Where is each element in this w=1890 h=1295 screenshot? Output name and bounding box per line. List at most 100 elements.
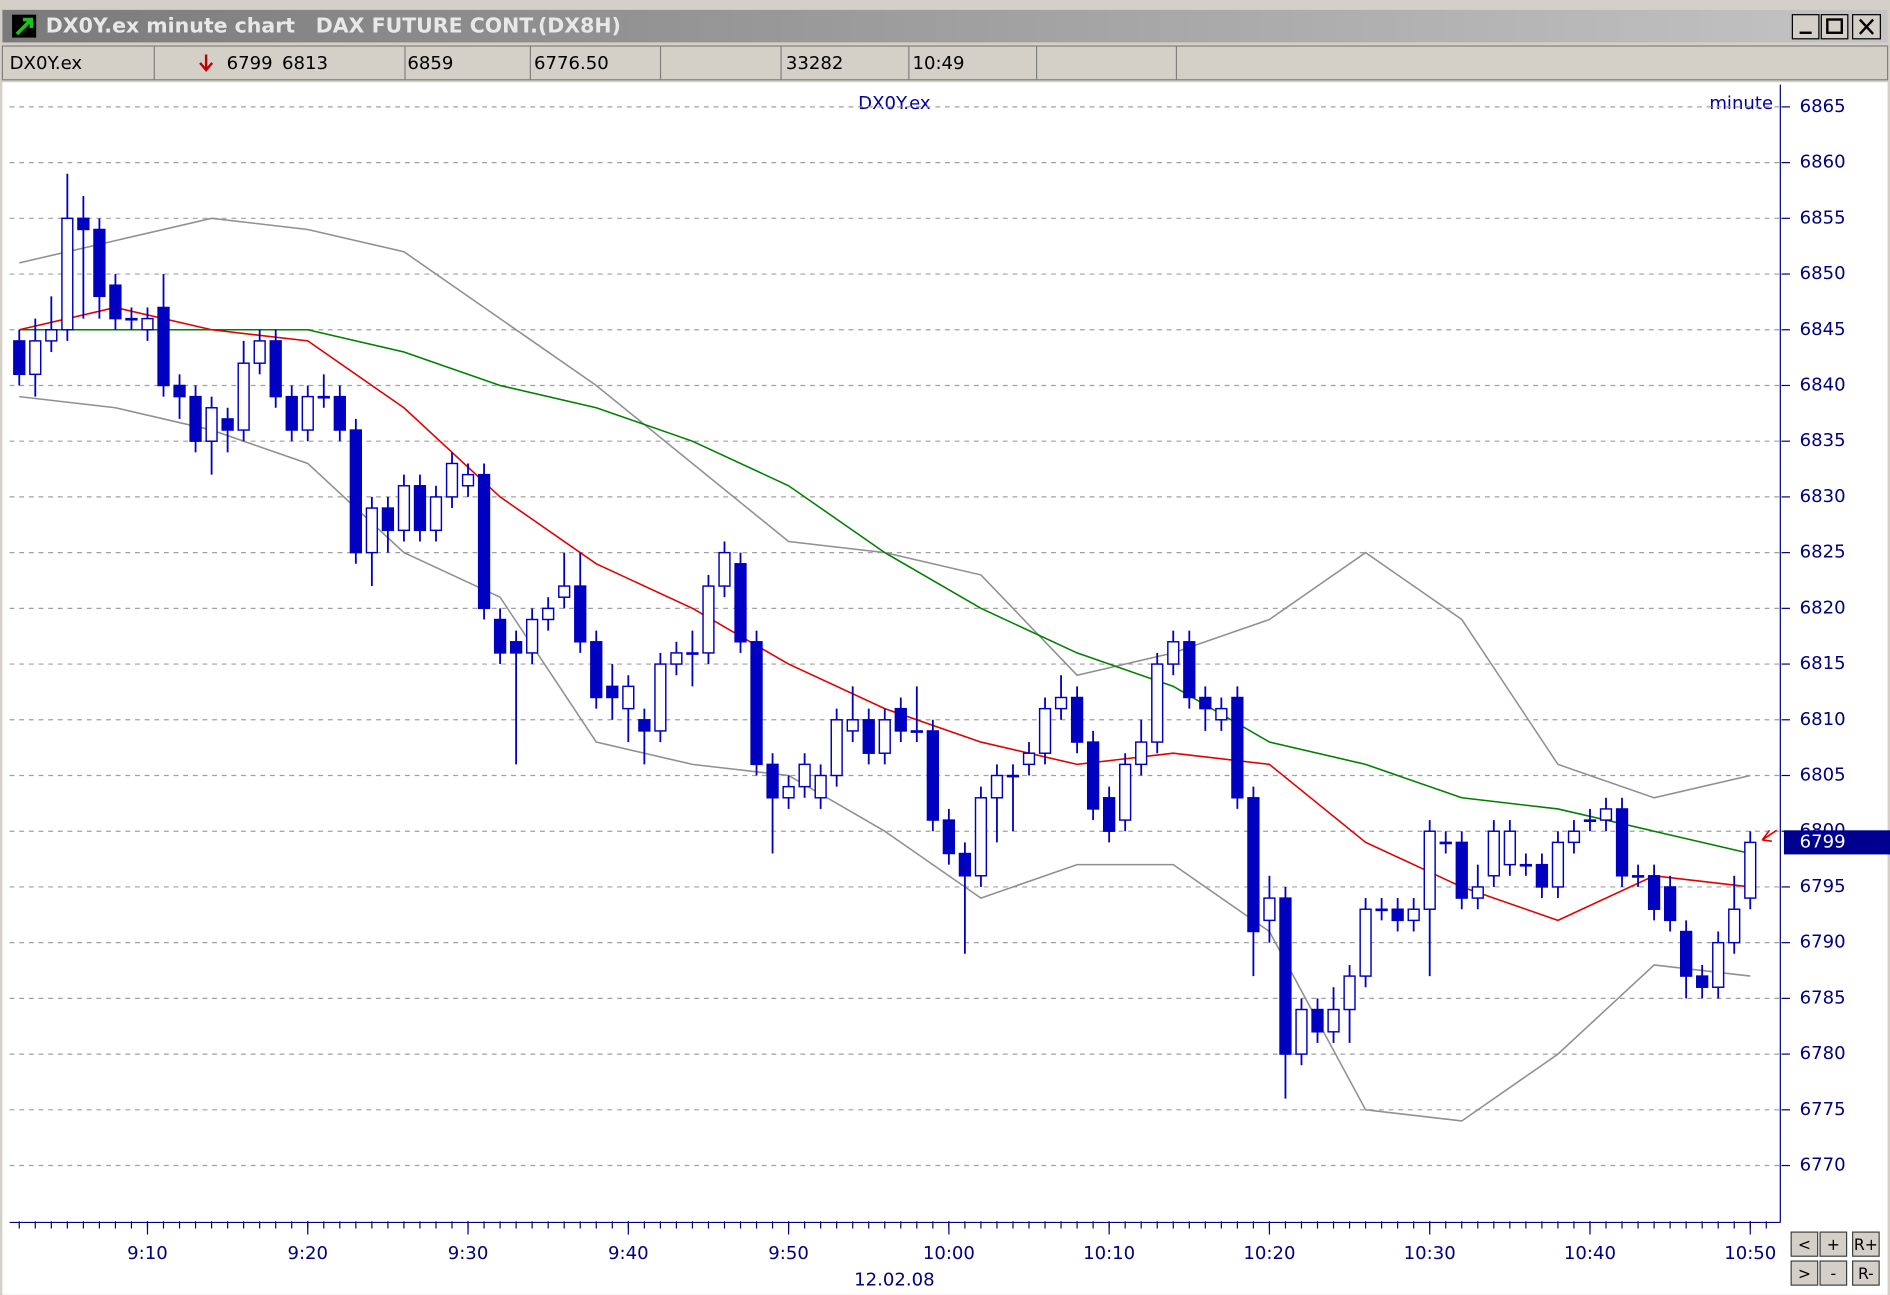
candle-body (1327, 1008, 1340, 1033)
candle-body (1022, 752, 1036, 766)
candle-body (29, 340, 42, 376)
x-tick-label: 9:50 (768, 1243, 809, 1264)
x-tick-label: 9:20 (287, 1243, 328, 1264)
candle-body (1728, 908, 1741, 944)
y-tick-label: 6795 (1800, 876, 1846, 897)
zoom-button[interactable] (1852, 1260, 1880, 1286)
candle-body (173, 384, 186, 398)
window-controls[interactable] (1791, 14, 1881, 40)
candle-body (1167, 641, 1180, 665)
candle-body (381, 507, 395, 532)
candle-body (862, 719, 875, 754)
candle-body (1487, 830, 1500, 877)
zoom-button[interactable] (1852, 1231, 1880, 1257)
candle-body (1199, 696, 1212, 710)
y-tick-label: 6810 (1800, 709, 1846, 730)
zoom-button-label[interactable]: + (1827, 1235, 1840, 1254)
y-tick-label: 6845 (1800, 319, 1846, 340)
title-bar (2, 9, 1888, 43)
y-tick-label: 6825 (1800, 542, 1846, 563)
candle-body (990, 774, 1004, 799)
candle-body (622, 685, 635, 710)
candle-body (974, 797, 988, 877)
quote-volume: 33282 (786, 53, 844, 74)
zoom-button-label[interactable]: > (1798, 1264, 1811, 1283)
candle-body (1151, 663, 1164, 743)
candle-body (413, 485, 427, 532)
date-label: 12.02.08 (854, 1269, 935, 1290)
candle-body (1311, 1008, 1324, 1033)
candle-body (798, 763, 811, 788)
zoom-button[interactable] (1790, 1231, 1819, 1257)
candle-body (237, 362, 250, 431)
candle-body (1038, 707, 1052, 754)
candle-body (189, 395, 202, 442)
y-tick-label: 6805 (1800, 765, 1846, 786)
zoom-button-label[interactable]: - (1831, 1264, 1837, 1283)
candle-body (606, 685, 619, 699)
y-tick-label: 6860 (1800, 152, 1846, 173)
y-tick-label: 6835 (1800, 430, 1846, 451)
zoom-button-label[interactable]: R+ (1854, 1235, 1878, 1254)
window-title: DX0Y.ex minute chart (46, 14, 296, 38)
candle-body (1615, 808, 1629, 877)
zoom-button[interactable] (1819, 1260, 1848, 1286)
candle-body (1102, 797, 1116, 832)
y-tick-label: 6855 (1800, 207, 1846, 228)
indicator-line (19, 395, 1751, 1122)
candle-body (1295, 1008, 1308, 1055)
candle-body (638, 719, 651, 732)
candle-body (1263, 897, 1276, 922)
quote-high: 6859 (407, 53, 453, 74)
chart-panel (2, 82, 1888, 1295)
candle-body (333, 395, 346, 431)
zoom-buttons[interactable]: < + R+ > - R- (1790, 1231, 1880, 1286)
candle-body (926, 730, 939, 821)
candle-body (1423, 830, 1436, 910)
candle-body (1006, 774, 1020, 778)
candle-body (269, 340, 282, 398)
candle-body (1359, 908, 1372, 977)
candle-body (846, 719, 859, 732)
candle-body (590, 641, 603, 699)
candle-body (1583, 819, 1597, 823)
candle-body (141, 317, 154, 331)
candle-body (1712, 941, 1725, 988)
candle-body (686, 652, 699, 655)
quote-bar (1, 45, 1889, 81)
zoom-button[interactable] (1819, 1231, 1848, 1257)
candle-body (1279, 897, 1292, 1055)
candle-body (1599, 808, 1613, 821)
candle-body (1119, 763, 1132, 821)
candle-body (1647, 875, 1661, 910)
candle-body (509, 641, 523, 654)
candle-body (205, 407, 218, 442)
candle-body (958, 852, 972, 877)
candle-body (317, 395, 330, 399)
down-arrow-icon (199, 54, 214, 73)
candle-body (125, 317, 138, 321)
candle-body (157, 306, 170, 387)
zoom-button-label[interactable]: R- (1858, 1264, 1874, 1283)
minimize-button[interactable] (1791, 14, 1820, 40)
candle-body (1455, 841, 1468, 899)
interval-label: minute (1709, 93, 1773, 114)
candle-body (445, 462, 459, 498)
last-price-label: 6799 (1800, 831, 1846, 852)
candle-body (1439, 841, 1452, 845)
candle-body (1215, 707, 1228, 721)
zoom-button-label[interactable]: < (1798, 1235, 1811, 1254)
y-tick-label: 6840 (1800, 374, 1846, 395)
candle-body (1663, 886, 1677, 922)
quote-separators (153, 46, 1178, 80)
y-tick-label: 6780 (1800, 1043, 1846, 1064)
candle-body (718, 551, 731, 587)
x-tick-label: 10:10 (1083, 1243, 1135, 1264)
candle-body (910, 730, 923, 733)
y-tick-label: 6785 (1800, 987, 1846, 1008)
candle-body (878, 719, 891, 754)
y-tick-label: 6775 (1800, 1099, 1846, 1120)
y-tick-label: 6790 (1800, 932, 1846, 953)
zoom-button[interactable] (1790, 1260, 1819, 1286)
